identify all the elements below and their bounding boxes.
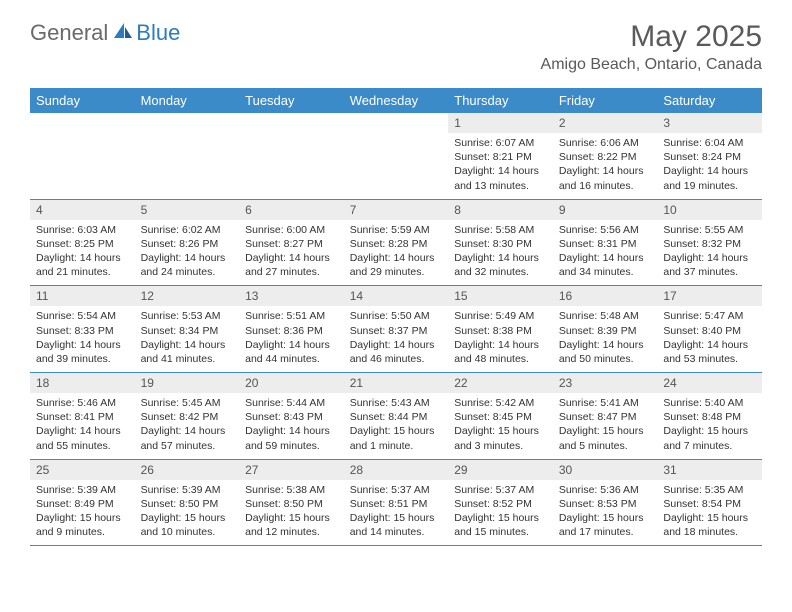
day-detail-row: Sunrise: 6:07 AMSunset: 8:21 PMDaylight:… (30, 133, 762, 199)
day-detail-cell: Sunrise: 5:45 AMSunset: 8:42 PMDaylight:… (135, 393, 240, 459)
day-detail-cell: Sunrise: 5:41 AMSunset: 8:47 PMDaylight:… (553, 393, 658, 459)
day-number-cell: 19 (135, 373, 240, 394)
day-number-cell: 6 (239, 199, 344, 220)
brand-sail-icon (112, 21, 134, 46)
title-block: May 2025 Amigo Beach, Ontario, Canada (541, 20, 762, 74)
day-detail-cell: Sunrise: 6:06 AMSunset: 8:22 PMDaylight:… (553, 133, 658, 199)
day-number-cell: 24 (657, 373, 762, 394)
day-number-cell: 20 (239, 373, 344, 394)
day-detail-cell: Sunrise: 6:07 AMSunset: 8:21 PMDaylight:… (448, 133, 553, 199)
weekday-header: Friday (553, 88, 658, 113)
day-detail-cell: Sunrise: 5:54 AMSunset: 8:33 PMDaylight:… (30, 306, 135, 372)
day-number-row: 18192021222324 (30, 373, 762, 394)
day-number-cell: 9 (553, 199, 658, 220)
day-number-cell: 26 (135, 459, 240, 480)
weekday-header: Tuesday (239, 88, 344, 113)
day-number-cell: 7 (344, 199, 449, 220)
day-detail-cell: Sunrise: 5:49 AMSunset: 8:38 PMDaylight:… (448, 306, 553, 372)
calendar-table: SundayMondayTuesdayWednesdayThursdayFrid… (30, 88, 762, 546)
day-detail-cell (135, 133, 240, 199)
day-number-cell: 1 (448, 113, 553, 133)
day-number-cell (344, 113, 449, 133)
day-detail-cell: Sunrise: 5:59 AMSunset: 8:28 PMDaylight:… (344, 220, 449, 286)
day-detail-cell: Sunrise: 5:36 AMSunset: 8:53 PMDaylight:… (553, 480, 658, 546)
day-number-cell: 29 (448, 459, 553, 480)
brand-text-general: General (30, 20, 108, 46)
day-number-cell (30, 113, 135, 133)
day-number-cell: 25 (30, 459, 135, 480)
day-number-cell: 30 (553, 459, 658, 480)
day-detail-cell: Sunrise: 5:44 AMSunset: 8:43 PMDaylight:… (239, 393, 344, 459)
day-detail-cell: Sunrise: 5:58 AMSunset: 8:30 PMDaylight:… (448, 220, 553, 286)
day-number-cell: 23 (553, 373, 658, 394)
day-detail-row: Sunrise: 5:46 AMSunset: 8:41 PMDaylight:… (30, 393, 762, 459)
day-number-cell: 28 (344, 459, 449, 480)
day-detail-cell: Sunrise: 5:55 AMSunset: 8:32 PMDaylight:… (657, 220, 762, 286)
day-detail-cell: Sunrise: 5:46 AMSunset: 8:41 PMDaylight:… (30, 393, 135, 459)
day-detail-cell: Sunrise: 5:35 AMSunset: 8:54 PMDaylight:… (657, 480, 762, 546)
day-number-cell: 14 (344, 286, 449, 307)
brand-text-blue: Blue (136, 20, 180, 46)
calendar-body: 123Sunrise: 6:07 AMSunset: 8:21 PMDaylig… (30, 113, 762, 546)
day-detail-cell: Sunrise: 5:40 AMSunset: 8:48 PMDaylight:… (657, 393, 762, 459)
day-number-cell: 8 (448, 199, 553, 220)
day-number-cell (239, 113, 344, 133)
day-detail-cell: Sunrise: 5:42 AMSunset: 8:45 PMDaylight:… (448, 393, 553, 459)
brand-logo: General Blue (30, 20, 180, 46)
day-number-cell: 17 (657, 286, 762, 307)
weekday-header: Saturday (657, 88, 762, 113)
day-detail-cell: Sunrise: 6:04 AMSunset: 8:24 PMDaylight:… (657, 133, 762, 199)
day-number-cell: 4 (30, 199, 135, 220)
weekday-header: Sunday (30, 88, 135, 113)
day-detail-cell: Sunrise: 5:48 AMSunset: 8:39 PMDaylight:… (553, 306, 658, 372)
day-detail-row: Sunrise: 5:54 AMSunset: 8:33 PMDaylight:… (30, 306, 762, 372)
day-number-cell: 18 (30, 373, 135, 394)
day-detail-cell: Sunrise: 5:51 AMSunset: 8:36 PMDaylight:… (239, 306, 344, 372)
day-detail-cell: Sunrise: 6:00 AMSunset: 8:27 PMDaylight:… (239, 220, 344, 286)
day-detail-cell: Sunrise: 5:37 AMSunset: 8:52 PMDaylight:… (448, 480, 553, 546)
day-number-cell: 27 (239, 459, 344, 480)
day-detail-cell: Sunrise: 6:02 AMSunset: 8:26 PMDaylight:… (135, 220, 240, 286)
header: General Blue May 2025 Amigo Beach, Ontar… (0, 0, 792, 82)
day-number-cell: 5 (135, 199, 240, 220)
day-detail-cell (239, 133, 344, 199)
day-number-cell: 13 (239, 286, 344, 307)
weekday-header: Thursday (448, 88, 553, 113)
day-detail-cell: Sunrise: 5:39 AMSunset: 8:50 PMDaylight:… (135, 480, 240, 546)
day-number-cell (135, 113, 240, 133)
day-number-row: 11121314151617 (30, 286, 762, 307)
day-detail-cell: Sunrise: 5:37 AMSunset: 8:51 PMDaylight:… (344, 480, 449, 546)
day-detail-cell (344, 133, 449, 199)
day-number-row: 123 (30, 113, 762, 133)
day-detail-cell (30, 133, 135, 199)
weekday-header: Monday (135, 88, 240, 113)
day-detail-cell: Sunrise: 5:56 AMSunset: 8:31 PMDaylight:… (553, 220, 658, 286)
day-number-cell: 16 (553, 286, 658, 307)
day-detail-cell: Sunrise: 5:53 AMSunset: 8:34 PMDaylight:… (135, 306, 240, 372)
location-text: Amigo Beach, Ontario, Canada (541, 56, 762, 74)
day-detail-cell: Sunrise: 5:39 AMSunset: 8:49 PMDaylight:… (30, 480, 135, 546)
day-detail-cell: Sunrise: 6:03 AMSunset: 8:25 PMDaylight:… (30, 220, 135, 286)
day-detail-cell: Sunrise: 5:47 AMSunset: 8:40 PMDaylight:… (657, 306, 762, 372)
day-number-cell: 22 (448, 373, 553, 394)
day-number-cell: 3 (657, 113, 762, 133)
day-number-cell: 31 (657, 459, 762, 480)
day-number-cell: 10 (657, 199, 762, 220)
weekday-header: Wednesday (344, 88, 449, 113)
day-detail-cell: Sunrise: 5:43 AMSunset: 8:44 PMDaylight:… (344, 393, 449, 459)
weekday-header-row: SundayMondayTuesdayWednesdayThursdayFrid… (30, 88, 762, 113)
day-number-cell: 15 (448, 286, 553, 307)
day-number-row: 45678910 (30, 199, 762, 220)
day-number-cell: 2 (553, 113, 658, 133)
day-detail-row: Sunrise: 6:03 AMSunset: 8:25 PMDaylight:… (30, 220, 762, 286)
day-number-cell: 12 (135, 286, 240, 307)
day-number-cell: 21 (344, 373, 449, 394)
day-number-cell: 11 (30, 286, 135, 307)
day-detail-cell: Sunrise: 5:50 AMSunset: 8:37 PMDaylight:… (344, 306, 449, 372)
day-number-row: 25262728293031 (30, 459, 762, 480)
day-detail-row: Sunrise: 5:39 AMSunset: 8:49 PMDaylight:… (30, 480, 762, 546)
day-detail-cell: Sunrise: 5:38 AMSunset: 8:50 PMDaylight:… (239, 480, 344, 546)
month-title: May 2025 (541, 20, 762, 54)
